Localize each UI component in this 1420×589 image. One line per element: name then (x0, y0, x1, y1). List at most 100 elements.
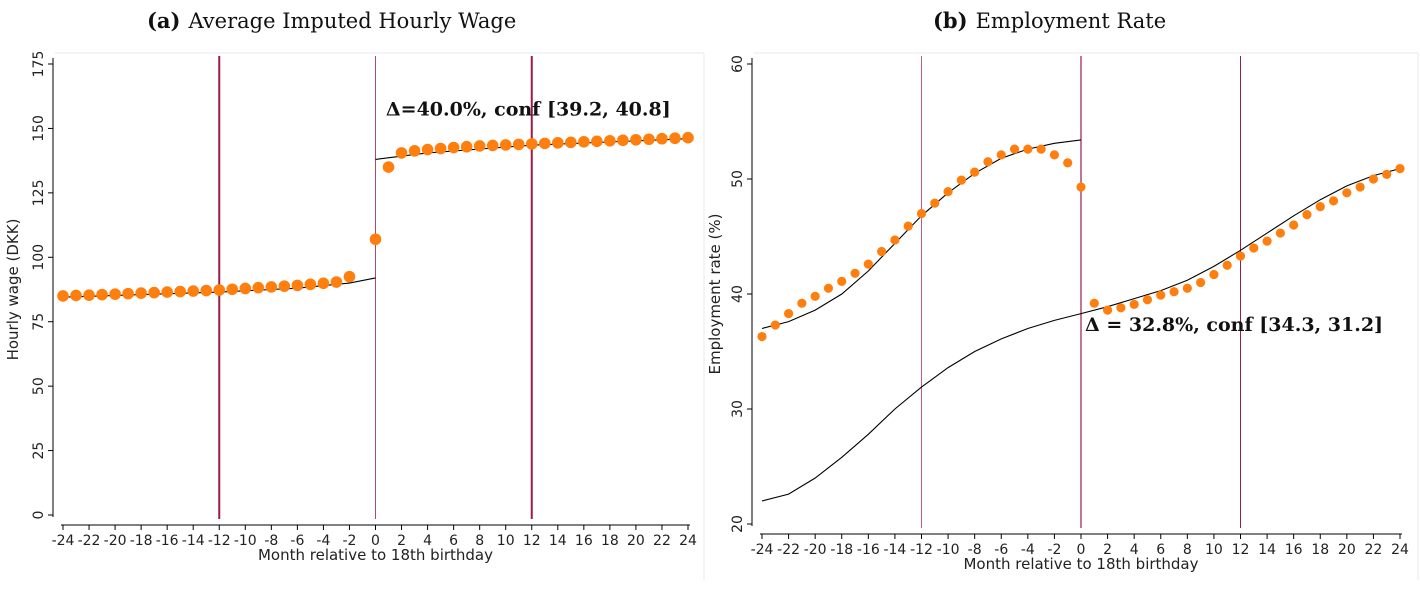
data-point (1395, 164, 1405, 174)
x-tick-label: 8 (1183, 542, 1192, 558)
x-tick-label: -16 (857, 542, 880, 558)
data-point (70, 289, 82, 302)
x-tick-label: -24 (751, 542, 774, 558)
x-tick-label: 2 (1103, 542, 1112, 558)
data-point (1182, 283, 1192, 293)
data-point (304, 278, 317, 291)
data-point (1089, 298, 1099, 308)
x-tick-label: 24 (679, 533, 697, 549)
data-point (473, 140, 486, 152)
data-point (1382, 169, 1392, 179)
employment-chart: 20 30 40 50 60 -24 -22 -20 -18 -16 -14 -12 -10 -8 -6 -4… (706, 52, 1420, 584)
data-point (810, 291, 820, 301)
panel-b-title: (b) Employment Rate (933, 8, 1166, 33)
x-tick-label: 6 (1156, 542, 1165, 558)
data-point (757, 331, 767, 342)
data-point (1235, 251, 1246, 261)
data-point (578, 136, 590, 148)
data-point (1049, 150, 1060, 160)
data-point (226, 283, 239, 296)
data-point (148, 286, 160, 299)
data-point (1063, 158, 1073, 168)
data-point (1116, 303, 1126, 313)
data-point (460, 140, 473, 153)
y-tick-label: 40 (730, 285, 746, 303)
x-tick-label: -10 (937, 542, 960, 558)
data-point (486, 139, 499, 152)
data-point (837, 276, 847, 286)
data-point (538, 137, 551, 150)
x-tick-label: 20 (1338, 542, 1356, 558)
x-tick-label: -4 (1021, 542, 1035, 558)
data-point (1342, 188, 1352, 198)
x-tick-label: 20 (627, 533, 645, 549)
data-point (1196, 277, 1206, 288)
wage-chart: 0 25 50 75 100 125 150 175 -24 -22 -20 -18 -16 -14 -12… (0, 51, 706, 584)
data-point (970, 167, 980, 177)
x-tick-label: -2 (1047, 542, 1061, 558)
data-point (1102, 305, 1113, 315)
data-point (1315, 202, 1325, 212)
data-point (669, 132, 681, 145)
data-point (1222, 260, 1232, 270)
data-point (1142, 295, 1153, 305)
y-axis-title: Hourly wage (DKK) (4, 219, 22, 361)
x-tick-label: -12 (208, 533, 231, 549)
data-point (823, 283, 834, 293)
panel-b-tag: (b) (933, 8, 968, 33)
data-point (83, 289, 95, 301)
y-tick-label: 20 (730, 515, 746, 533)
data-point (161, 286, 173, 298)
data-point (1302, 210, 1312, 220)
data-point (996, 150, 1006, 160)
data-point (930, 198, 940, 208)
x-tick-label: 12 (523, 533, 541, 549)
data-point (109, 288, 121, 300)
fit-line (1080, 168, 1401, 315)
x-tick-label: 4 (423, 533, 432, 549)
data-point (1249, 243, 1259, 253)
data-point (956, 175, 966, 185)
data-point (682, 131, 694, 144)
data-point (863, 259, 873, 269)
x-axis-title: Month relative to 18th birthday (963, 555, 1198, 573)
x-tick-label: -2 (342, 533, 356, 549)
data-point (565, 136, 577, 149)
x-tick-label: -24 (52, 533, 75, 549)
data-point (57, 290, 69, 302)
y-tick-label: 75 (31, 313, 47, 331)
data-point (1076, 182, 1086, 192)
data-point (916, 208, 927, 219)
x-tick-label: 0 (1077, 542, 1086, 558)
data-point (656, 132, 668, 145)
data-point (1262, 236, 1272, 246)
data-point (877, 246, 887, 257)
data-point (770, 320, 780, 330)
data-point (797, 298, 807, 308)
x-tick-label: 10 (497, 533, 515, 549)
data-point (903, 221, 913, 231)
x-tick-label: 14 (549, 533, 567, 549)
x-tick-label: -14 (182, 533, 205, 549)
data-point (890, 235, 900, 245)
y-tick-label: 125 (31, 179, 47, 206)
data-point (408, 145, 421, 157)
x-tick-label: -22 (78, 533, 101, 549)
data-point (1328, 196, 1339, 206)
panel-a-tag: (a) (147, 8, 181, 33)
data-point (200, 284, 213, 297)
x-tick-label: 0 (371, 533, 380, 549)
data-point (187, 285, 200, 297)
x-tick-label: -16 (156, 533, 179, 549)
data-point (122, 287, 134, 300)
data-point (525, 138, 538, 150)
data-point (278, 280, 291, 292)
x-tick-label: 24 (1391, 542, 1409, 558)
x-tick-label: 16 (1285, 542, 1303, 558)
data-point (330, 276, 343, 288)
data-point (643, 133, 655, 146)
data-point (382, 161, 395, 173)
data-point (604, 134, 616, 147)
